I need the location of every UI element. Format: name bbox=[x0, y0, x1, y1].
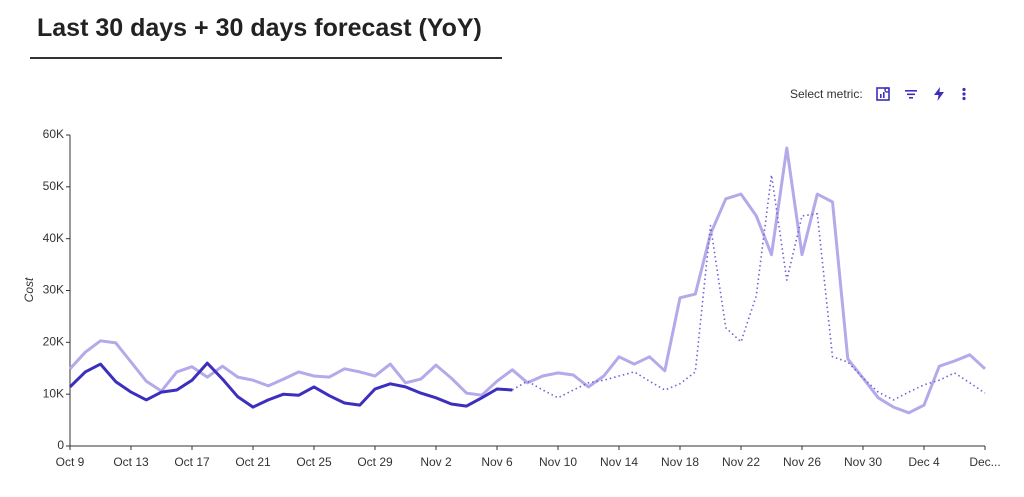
x-tick-label: Nov 10 bbox=[539, 455, 577, 469]
y-axis-label: Cost bbox=[22, 277, 36, 302]
x-tick-label: Nov 26 bbox=[783, 455, 821, 469]
x-tick-label: Nov 30 bbox=[844, 455, 882, 469]
x-tick-label: Oct 13 bbox=[113, 455, 149, 469]
x-tick-label: Nov 18 bbox=[661, 455, 699, 469]
toolbar: Select metric: bbox=[790, 86, 969, 102]
x-tick-label: Oct 29 bbox=[357, 455, 393, 469]
y-tick-label: 20K bbox=[43, 335, 64, 349]
series-line bbox=[68, 361, 513, 409]
x-tick-label: Oct 17 bbox=[174, 455, 210, 469]
x-tick-label: Dec 4 bbox=[908, 455, 940, 469]
filter-icon[interactable] bbox=[903, 86, 919, 102]
y-tick-label: 50K bbox=[43, 179, 64, 193]
series-line bbox=[511, 174, 986, 401]
chart-type-icon[interactable] bbox=[875, 86, 891, 102]
y-tick-label: 30K bbox=[43, 283, 64, 297]
x-tick-label: Nov 14 bbox=[600, 455, 638, 469]
y-tick-label: 40K bbox=[43, 231, 64, 245]
x-tick-label: Oct 9 bbox=[56, 455, 85, 469]
y-tick-label: 10K bbox=[43, 386, 64, 400]
y-tick-label: 60K bbox=[43, 127, 64, 141]
x-tick-label: Nov 22 bbox=[722, 455, 760, 469]
x-tick-label: Dec... bbox=[969, 455, 1000, 469]
x-tick-label: Nov 2 bbox=[420, 455, 452, 469]
x-tick-label: Nov 6 bbox=[481, 455, 513, 469]
x-tick-label: Oct 21 bbox=[235, 455, 271, 469]
toolbar-label: Select metric: bbox=[790, 87, 863, 101]
chart-title: Last 30 days + 30 days forecast (YoY) bbox=[37, 14, 482, 42]
x-tick-label: Oct 25 bbox=[296, 455, 332, 469]
series-line bbox=[68, 146, 987, 415]
y-tick-label: 0 bbox=[57, 438, 64, 452]
title-underline bbox=[30, 57, 502, 59]
more-icon[interactable] bbox=[959, 86, 969, 102]
insights-icon[interactable] bbox=[931, 86, 947, 102]
